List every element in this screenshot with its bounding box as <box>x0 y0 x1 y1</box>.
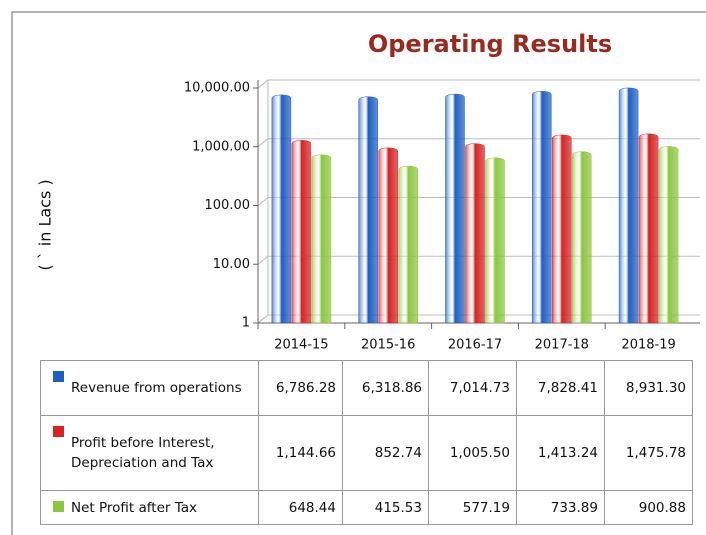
y-tick-label: 100.00 <box>205 198 251 213</box>
y-tick-label: 1,000.00 <box>192 139 250 154</box>
x-tick-label: 2016-17 <box>448 338 502 353</box>
bar <box>658 146 679 324</box>
table-value: 733.89 <box>516 490 605 525</box>
x-tick-label: 2015-16 <box>361 338 415 353</box>
table-value: 7,828.41 <box>516 360 605 416</box>
grid-line <box>257 314 269 324</box>
table-value: 577.19 <box>428 490 517 525</box>
series-name: Net Profit after Tax <box>71 499 197 516</box>
bar <box>465 143 485 324</box>
bar <box>638 133 659 324</box>
table-value: 1,413.24 <box>516 415 605 491</box>
bar <box>291 140 312 324</box>
frame <box>11 11 706 535</box>
table-value: 648.44 <box>258 490 343 525</box>
legend-swatch <box>53 371 64 382</box>
x-tick-label: 2017-18 <box>535 338 589 353</box>
x-tick-label: 2014-15 <box>274 338 328 353</box>
bar <box>572 151 592 324</box>
bar <box>445 93 465 324</box>
bar <box>271 94 292 324</box>
x-tick-label: 2018-19 <box>621 338 675 353</box>
table-value: 1,475.78 <box>604 415 693 491</box>
table-value: 8,931.30 <box>604 360 693 416</box>
series-name: Revenue from operations <box>71 380 242 396</box>
bar <box>378 147 398 324</box>
y-axis-label: ( ` in Lacs ) <box>36 179 55 270</box>
bar <box>358 96 378 324</box>
bar <box>618 87 639 324</box>
table-series-label: Profit before Interest, Depreciation and… <box>40 415 259 491</box>
table-value: 7,014.73 <box>428 360 517 416</box>
legend-swatch <box>53 501 64 512</box>
table-value: 1,005.50 <box>428 415 517 491</box>
table-series-label: Net Profit after Tax <box>40 490 259 525</box>
chart-title: Operating Results <box>368 30 612 58</box>
table-value: 415.53 <box>342 490 429 525</box>
table-series-label: Revenue from operations <box>40 360 259 416</box>
bar <box>532 90 552 324</box>
bar <box>552 134 572 324</box>
y-tick-label: 10,000.00 <box>184 81 250 96</box>
series-name: Profit before Interest, Depreciation and… <box>71 435 215 471</box>
grid-line <box>257 138 269 148</box>
table-value: 900.88 <box>604 490 693 525</box>
legend-swatch <box>53 426 64 437</box>
bar <box>311 154 332 324</box>
table-value: 1,144.66 <box>258 415 343 491</box>
y-tick-label: 10.00 <box>213 257 250 272</box>
grid-line <box>257 197 269 206</box>
table-value: 852.74 <box>342 415 429 491</box>
grid-line <box>257 255 269 265</box>
bar <box>398 165 418 324</box>
y-tick-label: 1 <box>242 316 250 331</box>
grid-line <box>257 79 269 89</box>
bar <box>485 157 505 324</box>
table-value: 6,786.28 <box>258 360 343 416</box>
table-value: 6,318.86 <box>342 360 429 416</box>
